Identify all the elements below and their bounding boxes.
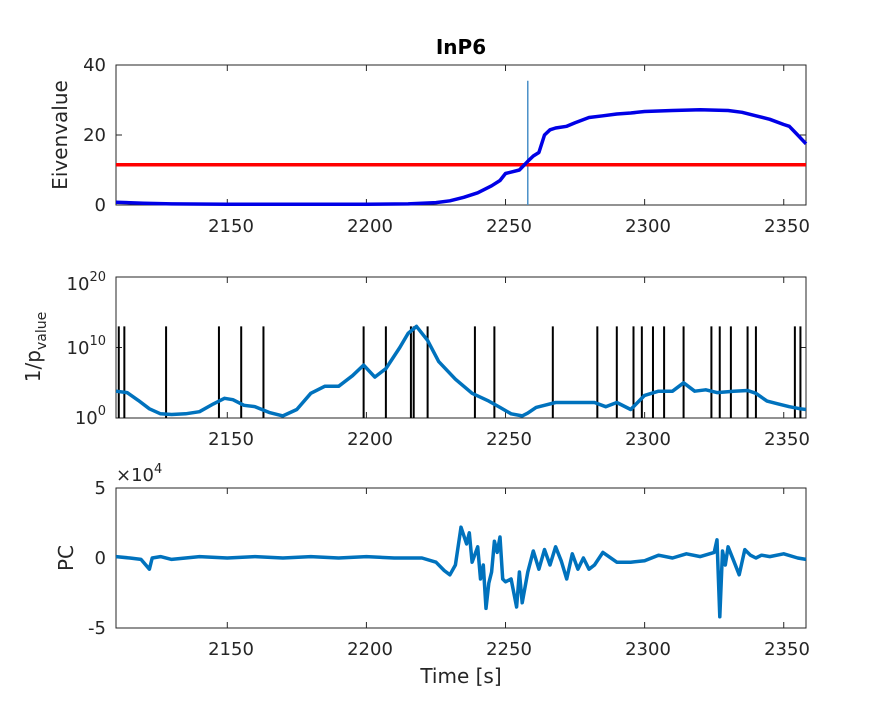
pvalue-xtick-2350: 2350 [764,429,810,450]
pvalue-ytick-1e20: 1020 [67,270,106,295]
eigenvalue-ytick-20: 20 [83,125,106,146]
eigenvalue-xtick-2250: 2250 [486,216,532,237]
pc-xtick-2200: 2200 [347,639,393,660]
pc-scale-factor-base: ×10 [116,465,154,486]
pc-scale-factor-exp: 4 [154,462,162,477]
pvalue-y-axis-label-subscript: value [34,312,50,350]
pc-ytick-0: 0 [95,548,106,569]
pc-ytick-minus5: -5 [88,618,106,639]
pc-xtick-2250: 2250 [486,639,532,660]
pc-xtick-2300: 2300 [625,639,671,660]
pc-xtick-2350: 2350 [764,639,810,660]
eigenvalue-xtick-2350: 2350 [764,216,810,237]
pvalue-ytick-1e20-base: 10 [67,274,90,295]
pc-ytick-5: 5 [95,478,106,499]
pc-xtick-2150: 2150 [208,639,254,660]
pvalue-xtick-2150: 2150 [208,429,254,450]
pvalue-y-axis-label: 1/pvalue [21,312,50,382]
pvalue-ytick-1e10-base: 10 [67,338,90,359]
pc-panel: ×104 PC 5 0 -5 2150 2200 2250 2300 2350 … [54,462,810,688]
pc-series-line [115,525,807,619]
pvalue-xtick-2200: 2200 [347,429,393,450]
chart-title: InP6 [436,35,486,59]
pvalue-y-axis-label-base: 1/p [21,350,45,382]
x-axis-label: Time [s] [419,664,501,688]
pvalue-ytick-1e10: 1010 [67,334,106,359]
eigenvalue-y-axis-label: Eivenvalue [48,80,72,190]
pc-y-axis-label: PC [54,545,78,571]
eigenvalue-series-line [115,108,808,207]
pvalue-panel: 1/pvalue 100 1010 1020 2150 2200 2250 23… [21,270,810,450]
pvalue-xtick-2300: 2300 [625,429,671,450]
eigenvalue-xtick-2300: 2300 [625,216,671,237]
pvalue-ytick-1e20-exp: 20 [89,270,106,285]
eigenvalue-panel: InP6 Eivenvalue 0 20 40 2150 2200 2250 2… [48,35,810,237]
pvalue-xtick-2250: 2250 [486,429,532,450]
pc-scale-factor-label: ×104 [116,462,162,486]
pvalue-series-line [115,324,807,418]
pvalue-axes-box [115,276,807,419]
pvalue-ytick-1e0-base: 10 [75,408,98,429]
eigenvalue-xtick-2150: 2150 [208,216,254,237]
eigenvalue-xtick-2200: 2200 [347,216,393,237]
eigenvalue-axes-box [115,64,807,206]
pvalue-ytick-1e0: 100 [75,404,106,429]
pvalue-ytick-1e0-exp: 0 [98,404,106,419]
eigenvalue-ytick-40: 40 [83,55,106,76]
eigenvalue-ytick-0: 0 [95,195,106,216]
pvalue-ytick-1e10-exp: 10 [89,334,106,349]
